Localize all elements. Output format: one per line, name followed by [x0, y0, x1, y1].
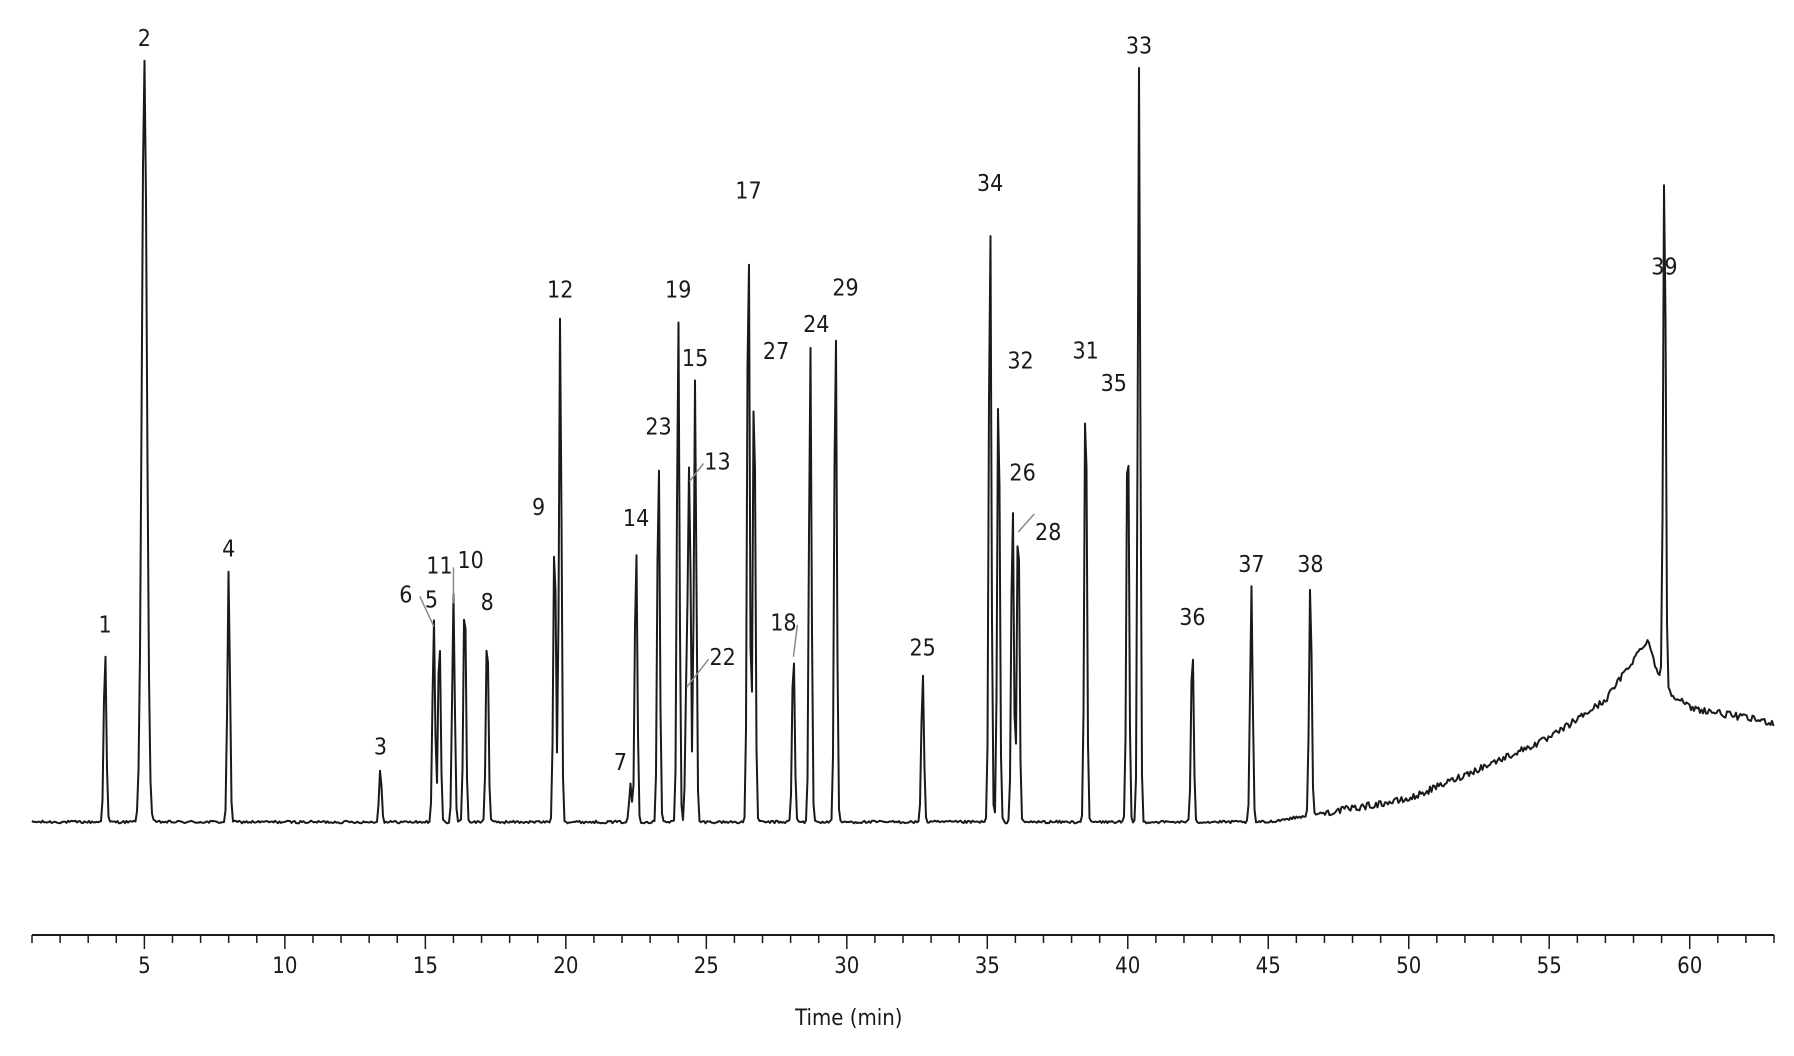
peak-label-24: 24 [803, 312, 829, 338]
peak-label-11: 11 [426, 553, 452, 579]
x-axis-title: Time (min) [794, 1006, 902, 1031]
peak-label-13: 13 [704, 449, 730, 475]
peak-label-27: 27 [763, 339, 789, 365]
peak-label-14: 14 [623, 506, 649, 532]
x-tick-label: 20 [553, 954, 578, 979]
peak-label-28: 28 [1035, 520, 1061, 546]
peak-label-8: 8 [481, 590, 494, 616]
peak-label-25: 25 [910, 636, 936, 662]
x-tick-label: 45 [1256, 954, 1281, 979]
x-tick-label: 15 [413, 954, 438, 979]
peak-label-7: 7 [614, 750, 627, 776]
peak-label-19: 19 [665, 277, 691, 303]
leader-line-22 [686, 658, 710, 688]
x-axis-ticks [31, 935, 1775, 949]
peak-label-9: 9 [532, 495, 545, 521]
chromatogram-trace [31, 59, 1775, 825]
peak-label-34: 34 [977, 171, 1003, 197]
x-tick-label: 10 [272, 954, 297, 979]
x-tick-label: 55 [1537, 954, 1562, 979]
peak-label-18: 18 [770, 611, 796, 637]
peak-label-31: 31 [1072, 338, 1098, 364]
leader-line-13 [688, 463, 705, 482]
leader-line-28 [1017, 513, 1035, 533]
peak-label-32: 32 [1007, 348, 1033, 374]
x-tick-label: 50 [1396, 954, 1421, 979]
peak-label-15: 15 [682, 346, 708, 372]
x-tick-label: 60 [1677, 954, 1702, 979]
peak-label-23: 23 [645, 415, 671, 441]
x-tick-label: 5 [138, 954, 151, 979]
peak-label-38: 38 [1297, 552, 1323, 578]
peak-label-36: 36 [1179, 605, 1205, 631]
peak-label-10: 10 [458, 548, 484, 574]
peak-label-2: 2 [138, 26, 151, 52]
peak-label-6: 6 [399, 582, 412, 608]
x-tick-label: 40 [1115, 954, 1140, 979]
x-tick-label: 30 [834, 954, 859, 979]
x-tick-label: 35 [975, 954, 1000, 979]
peak-label-4: 4 [222, 537, 235, 563]
peak-label-17: 17 [735, 178, 761, 204]
peak-label-5: 5 [425, 588, 438, 614]
peak-label-12: 12 [547, 277, 573, 303]
x-axis-tick-labels: 5 10 15 20 25 30 35 40 45 50 55 60 [138, 954, 1702, 979]
peak-label-1: 1 [98, 613, 111, 639]
peak-label-3: 3 [374, 735, 387, 761]
peak-label-22: 22 [709, 645, 735, 671]
x-axis: 5 10 15 20 25 30 35 40 45 50 55 60 Time (min) [31, 934, 1775, 1031]
peak-label-37: 37 [1238, 552, 1264, 578]
leader-line-18 [792, 624, 799, 657]
peak-label-35: 35 [1101, 371, 1127, 397]
label-leader-lines [419, 463, 1035, 688]
peak-label-29: 29 [832, 275, 858, 301]
peak-label-33: 33 [1126, 34, 1152, 60]
peak-label-26: 26 [1009, 460, 1035, 486]
leader-line-6 [419, 595, 435, 627]
peak-label-39: 39 [1651, 255, 1677, 281]
x-tick-label: 25 [694, 954, 719, 979]
